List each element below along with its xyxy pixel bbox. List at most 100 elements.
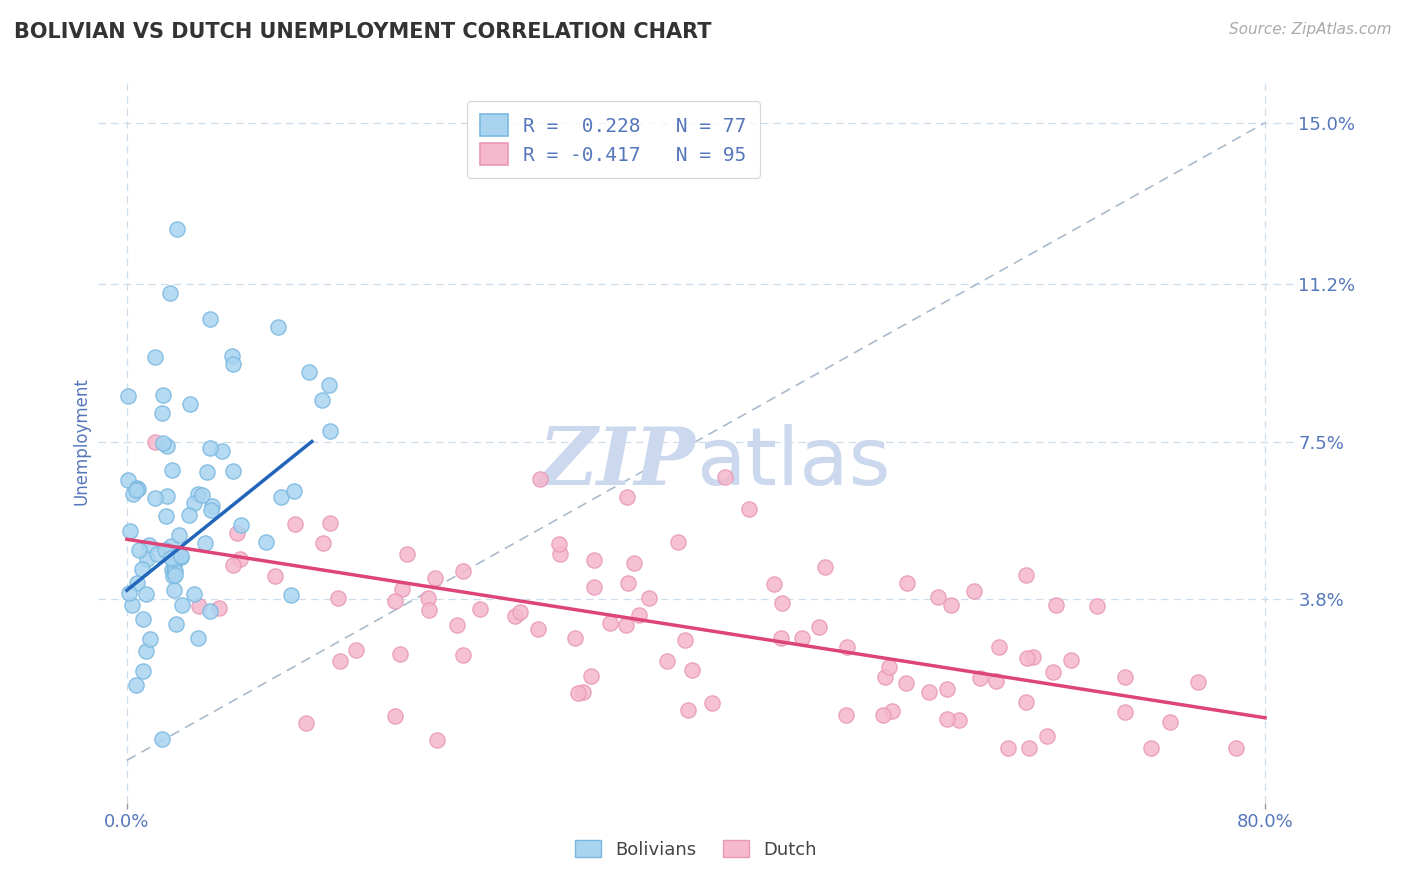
Point (418, 603, 440, 617)
Point (200, 603, 222, 617)
Point (446, 618, 468, 632)
Point (896, 676, 918, 690)
Point (160, 550, 183, 565)
Point (872, 708, 894, 723)
Point (280, 588, 302, 602)
Point (162, 551, 184, 566)
Point (425, 571, 447, 585)
Point (165, 551, 187, 566)
Point (188, 599, 211, 613)
Point (880, 704, 903, 718)
Point (179, 397, 201, 411)
Point (936, 682, 959, 697)
Point (770, 596, 793, 610)
Point (135, 587, 157, 601)
Point (311, 392, 333, 407)
Point (599, 615, 621, 630)
Point (877, 660, 900, 674)
Point (170, 549, 193, 563)
Point (1015, 695, 1038, 709)
Point (572, 684, 595, 698)
Point (927, 591, 949, 605)
Point (125, 481, 148, 495)
Point (1018, 740, 1040, 755)
Point (166, 222, 188, 236)
Point (763, 577, 786, 591)
Point (1015, 650, 1038, 665)
Point (583, 553, 606, 567)
Point (127, 483, 149, 497)
Point (384, 594, 406, 608)
Point (131, 562, 153, 576)
Point (284, 516, 307, 531)
Point (222, 558, 245, 572)
Point (550, 547, 572, 561)
Point (1187, 674, 1209, 689)
Point (254, 535, 277, 549)
Point (163, 582, 186, 597)
Point (389, 647, 412, 661)
Point (117, 473, 139, 487)
Point (187, 487, 209, 501)
Point (162, 463, 184, 477)
Point (583, 580, 606, 594)
Point (1140, 740, 1163, 755)
Point (1225, 740, 1247, 755)
Point (125, 678, 148, 692)
Point (229, 551, 252, 566)
Point (453, 648, 475, 663)
Point (198, 441, 221, 455)
Point (700, 697, 723, 711)
Point (391, 582, 413, 596)
Point (211, 444, 233, 458)
Point (163, 560, 186, 574)
Point (165, 564, 187, 578)
Point (183, 496, 205, 510)
Point (418, 591, 440, 605)
Text: atlas: atlas (696, 425, 890, 502)
Point (547, 537, 569, 551)
Point (329, 655, 352, 669)
Point (714, 469, 737, 483)
Point (1021, 650, 1043, 665)
Point (127, 575, 149, 590)
Point (153, 543, 176, 558)
Point (143, 434, 166, 449)
Point (579, 669, 602, 683)
Point (835, 708, 858, 723)
Point (208, 601, 231, 615)
Point (737, 502, 759, 516)
Point (200, 312, 222, 326)
Point (655, 654, 678, 668)
Point (344, 643, 367, 657)
Point (503, 608, 526, 623)
Point (614, 618, 637, 632)
Point (509, 605, 531, 619)
Point (135, 643, 157, 657)
Point (318, 377, 340, 392)
Text: Source: ZipAtlas.com: Source: ZipAtlas.com (1229, 22, 1392, 37)
Point (156, 489, 179, 503)
Point (183, 587, 205, 601)
Point (623, 556, 645, 570)
Point (191, 488, 214, 502)
Point (529, 472, 551, 486)
Point (1042, 665, 1064, 679)
Point (222, 357, 245, 371)
Point (170, 549, 193, 564)
Point (616, 491, 638, 505)
Point (917, 685, 939, 699)
Point (146, 547, 169, 561)
Point (948, 714, 970, 728)
Point (1060, 653, 1083, 667)
Point (451, 564, 474, 578)
Point (118, 524, 141, 538)
Point (143, 350, 166, 364)
Point (229, 518, 252, 533)
Point (676, 703, 699, 717)
Point (984, 674, 1007, 689)
Point (139, 632, 162, 647)
Point (131, 664, 153, 678)
Point (270, 491, 292, 505)
Point (988, 640, 1011, 655)
